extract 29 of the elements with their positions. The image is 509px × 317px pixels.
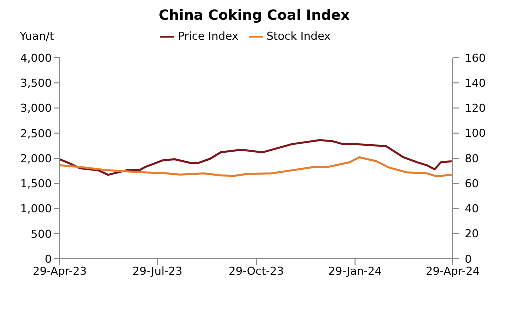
y-tick-label: 3,000 (20, 102, 52, 116)
y2-tick-label: 100 (465, 127, 486, 140)
y-tick-label: 500 (31, 228, 52, 241)
chart-title: China Coking Coal Index (158, 8, 351, 26)
legend-label: Stock Index (266, 30, 331, 44)
y2-tick-label: 60 (465, 177, 479, 190)
y-tick-label: 1,000 (20, 202, 52, 216)
x-tick-label: 29-Apr-23 (32, 264, 88, 278)
y-tick-label: 2,500 (20, 127, 52, 140)
y2-tick-label: 120 (465, 102, 486, 116)
x-tick-label: 29-Jan-24 (328, 264, 382, 278)
y2-tick-label: 160 (465, 52, 486, 65)
x-tick-label: 29-Oct-23 (228, 264, 284, 278)
legend-label: Price Index (178, 30, 239, 44)
line-series (60, 139, 453, 176)
y-tick-label: 4,000 (20, 52, 52, 65)
y2-tick-label: 80 (465, 152, 479, 166)
y2-tick-label: 20 (465, 228, 479, 241)
line-series (60, 156, 453, 178)
y-tick-label: 2,000 (20, 152, 52, 166)
y2-tick-label: 140 (465, 76, 486, 90)
y2-tick-label: 0 (465, 252, 472, 266)
y-tick-label: 1,500 (20, 178, 52, 191)
x-tick-label: 29-Jul-23 (132, 264, 183, 278)
y-tick-label: 3,500 (20, 77, 52, 90)
y-axis-title: Yuan/t (20, 30, 54, 43)
y2-tick-label: 40 (465, 202, 479, 216)
x-tick-label: 29-Apr-24 (426, 264, 480, 278)
y-tick-label: 0 (45, 252, 52, 266)
